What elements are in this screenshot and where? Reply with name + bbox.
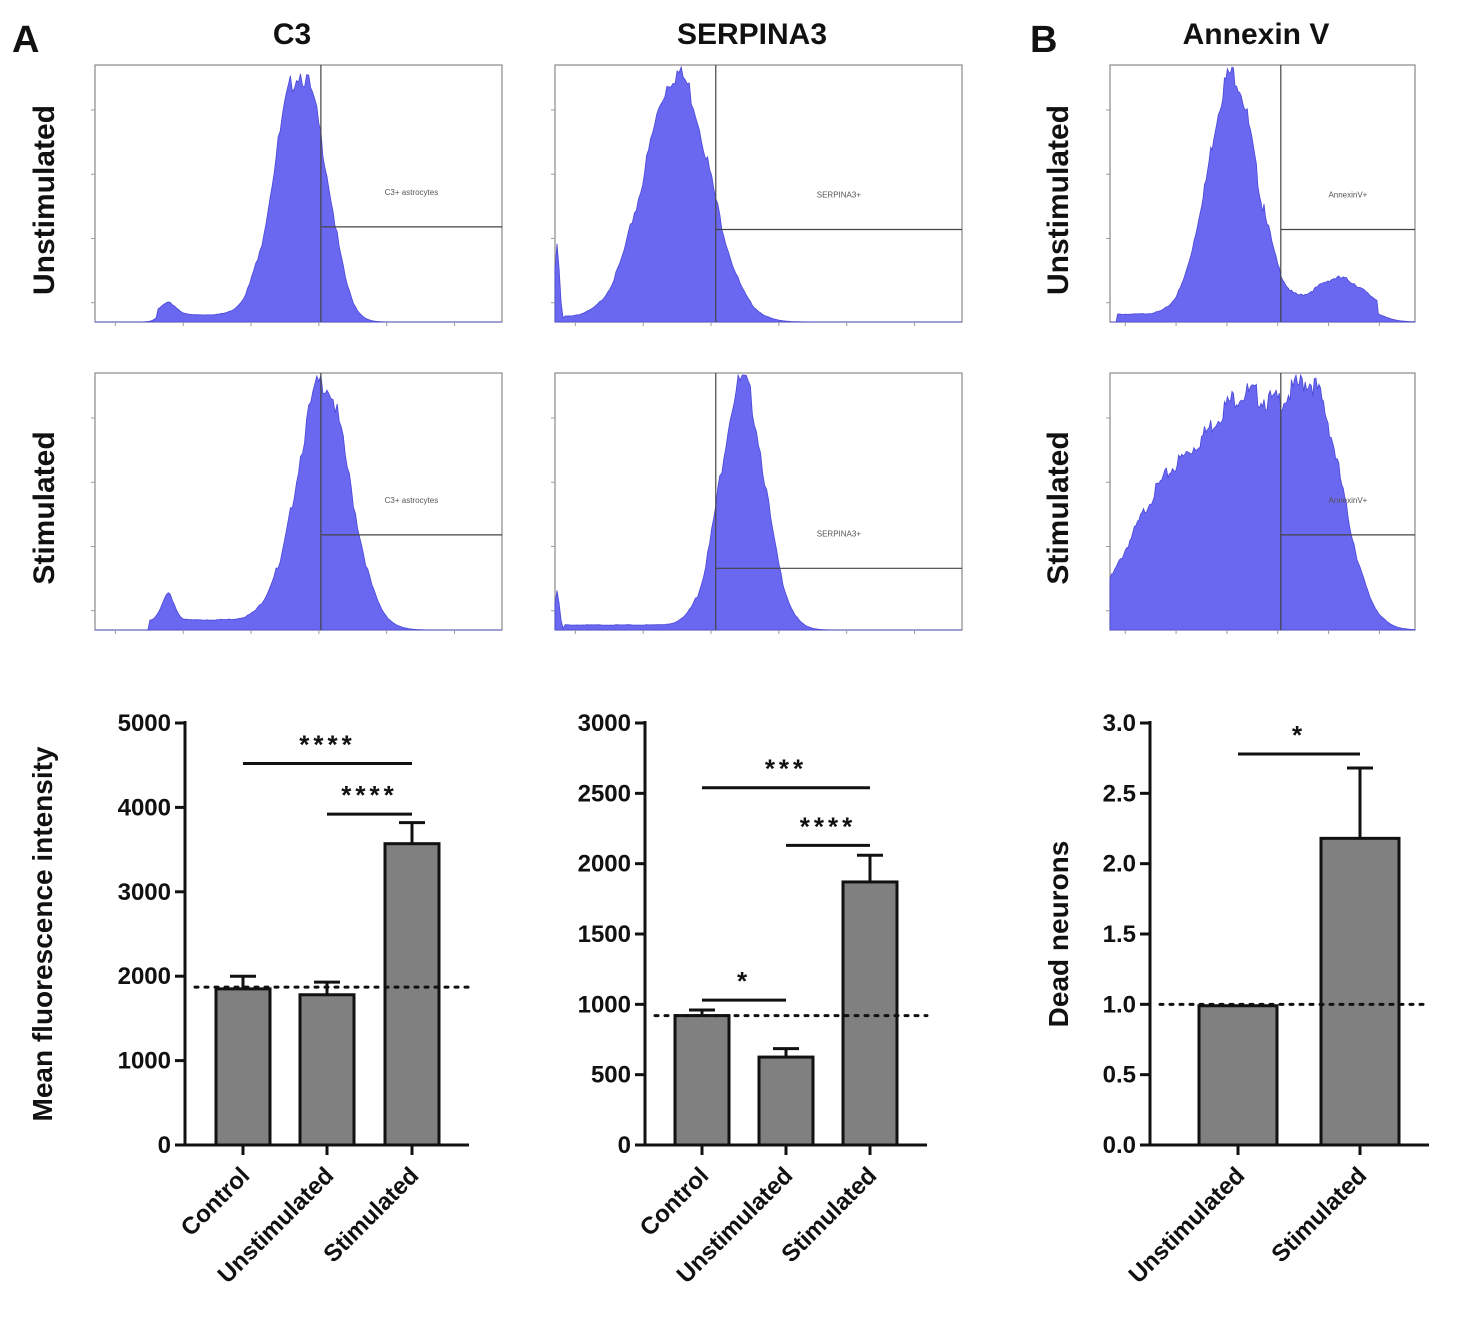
panel-letter-a: A xyxy=(12,19,39,61)
x-tick-label: Control xyxy=(635,1162,714,1241)
histogram-fill xyxy=(554,65,962,323)
y-tick-label: 2000 xyxy=(578,851,631,878)
y-tick-label: 500 xyxy=(591,1062,631,1089)
y-tick-label: 1000 xyxy=(578,991,631,1018)
y-tick-label: 1000 xyxy=(118,1048,171,1075)
histogram-fill xyxy=(554,373,962,631)
y-tick-label: 2.0 xyxy=(1103,851,1136,878)
x-tick-label: Unstimulated xyxy=(1124,1162,1251,1289)
y-tick-label: 5000 xyxy=(118,710,171,737)
row-label-stimulated-a: Stimulated xyxy=(28,431,61,584)
bar-chart-c3: 0 1000 2000 3000 4000 5000 Mean fluorescence i… xyxy=(27,710,471,1289)
row-label-stimulated-b: Stimulated xyxy=(1042,431,1075,584)
histogram-c3-stimulated: C3+ astrocytes xyxy=(91,372,503,634)
flow-histograms: C3+ astrocytes SERPINA3+ AnnexinV+ C3+ astr… xyxy=(91,64,1416,634)
y-tick-label: 3000 xyxy=(118,879,171,906)
y-tick-label: 0 xyxy=(618,1132,631,1159)
bar-chart-serpina3: 050010001500200025003000ControlUnstimula… xyxy=(578,710,929,1289)
y-tick-label: 1500 xyxy=(578,921,631,948)
y-tick-label: 4000 xyxy=(118,794,171,821)
y-tick-label: 1.0 xyxy=(1103,991,1136,1018)
bar-chart-annexin: 0.0 0.5 1.0 1.5 2.0 2.5 3.0 Dead neurons Unstimu… xyxy=(1043,710,1431,1289)
gate-label: AnnexinV+ xyxy=(1328,190,1367,199)
significance-label: **** xyxy=(299,730,355,760)
bar-stimulated xyxy=(841,880,899,1147)
histogram-serpina3-stimulated: SERPINA3+ xyxy=(551,372,963,634)
bar-stimulated xyxy=(383,842,441,1147)
histogram-fill xyxy=(95,73,502,323)
histogram-annexin-unstimulated: AnnexinV+ xyxy=(1106,64,1416,326)
histogram-fill xyxy=(95,374,502,631)
y-axis-label: Dead neurons xyxy=(1043,841,1074,1028)
significance-label: * xyxy=(737,966,751,996)
row-label-unstimulated-b: Unstimulated xyxy=(1042,105,1075,295)
bar-unstimulated xyxy=(757,1055,815,1147)
column-title-c3: C3 xyxy=(273,18,311,51)
bar-control xyxy=(214,987,272,1147)
x-tick-label: Control xyxy=(176,1162,255,1241)
gate-label: C3+ astrocytes xyxy=(385,496,439,505)
y-tick-label: 3.0 xyxy=(1103,710,1136,737)
bar-unstimulated xyxy=(1197,1004,1279,1147)
y-tick-label: 2500 xyxy=(578,780,631,807)
histogram-fill xyxy=(1110,66,1416,323)
significance-label: **** xyxy=(341,780,397,810)
y-tick-label: 2000 xyxy=(118,963,171,990)
histogram-annexin-stimulated: AnnexinV+ xyxy=(1106,372,1416,634)
histogram-c3-unstimulated: C3+ astrocytes xyxy=(91,64,503,326)
panel-letter-b: B xyxy=(1030,19,1057,61)
column-title-serpina3: SERPINA3 xyxy=(677,18,827,51)
significance-label: * xyxy=(1292,720,1306,750)
gate-label: SERPINA3+ xyxy=(817,529,862,538)
column-title-annexin: Annexin V xyxy=(1183,18,1330,51)
bar-unstimulated xyxy=(298,993,356,1147)
histogram-serpina3-unstimulated: SERPINA3+ xyxy=(551,64,963,326)
row-label-unstimulated-a: Unstimulated xyxy=(28,105,61,295)
significance-label: **** xyxy=(800,811,856,841)
significance-label: *** xyxy=(765,754,807,784)
x-tick-label: Stimulated xyxy=(1266,1162,1372,1268)
y-axis-label: Mean fluorescence intensity xyxy=(27,746,58,1121)
bar-control xyxy=(673,1014,731,1147)
bar-stimulated xyxy=(1319,836,1401,1147)
y-tick-label: 1.5 xyxy=(1103,921,1136,948)
gate-label: C3+ astrocytes xyxy=(385,188,439,197)
y-tick-label: 2.5 xyxy=(1103,780,1136,807)
histogram-fill xyxy=(1109,373,1416,631)
gate-label: SERPINA3+ xyxy=(817,190,862,199)
y-tick-label: 0.0 xyxy=(1103,1132,1136,1159)
gate-label: AnnexinV+ xyxy=(1328,496,1367,505)
y-tick-label: 0 xyxy=(158,1132,171,1159)
y-tick-label: 0.5 xyxy=(1103,1062,1136,1089)
y-tick-label: 3000 xyxy=(578,710,631,737)
